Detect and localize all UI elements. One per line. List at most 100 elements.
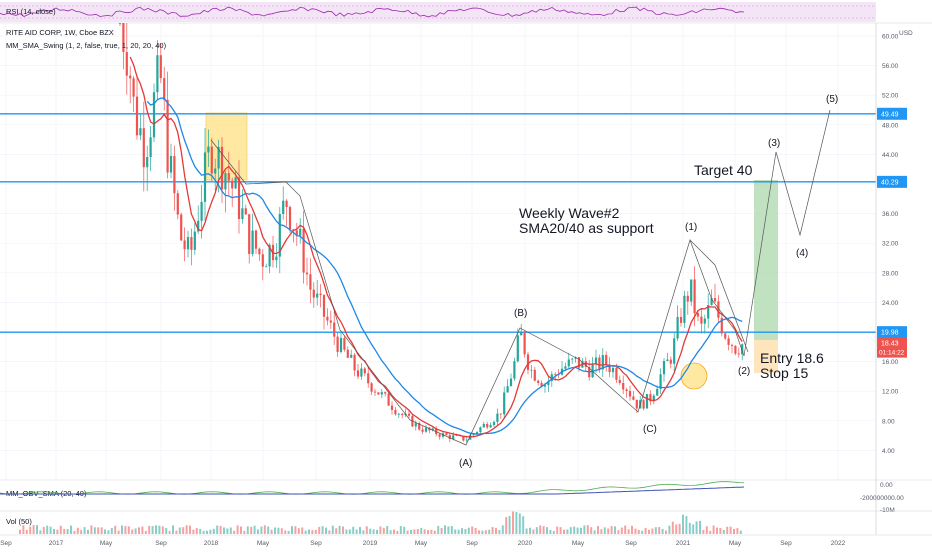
candle-body xyxy=(727,338,730,345)
candle-body xyxy=(302,228,305,273)
volume-bar xyxy=(583,525,586,534)
volume-bar xyxy=(97,527,100,534)
volume-bar xyxy=(518,513,521,534)
candle-body xyxy=(370,383,373,392)
volume-bar xyxy=(403,526,406,534)
volume-bar xyxy=(678,523,681,534)
candle-body xyxy=(734,345,737,354)
candle-body xyxy=(282,200,285,215)
volume-bar xyxy=(345,529,348,534)
candle-body xyxy=(625,389,628,391)
candle-body xyxy=(360,368,363,377)
candle-body xyxy=(683,295,686,323)
candle-body xyxy=(285,200,288,207)
candle-body xyxy=(380,392,383,395)
volume-bar xyxy=(634,528,637,534)
candle-body xyxy=(564,366,567,369)
volume-bar xyxy=(219,525,222,534)
candle-body xyxy=(319,293,322,296)
volume-bar xyxy=(359,527,361,534)
volume-bar xyxy=(393,529,395,534)
volume-bar xyxy=(685,516,688,534)
volume-bar xyxy=(158,525,161,534)
volume-bar xyxy=(107,530,110,534)
candle-body xyxy=(149,137,152,158)
volume-bar xyxy=(695,521,698,534)
candle-body xyxy=(717,301,720,318)
candle-body xyxy=(690,279,693,302)
volume-bar xyxy=(382,527,385,534)
candle-body xyxy=(713,298,717,302)
candle-body xyxy=(241,208,244,220)
candle-body xyxy=(135,96,139,136)
volume-bar xyxy=(641,530,644,534)
candle-body xyxy=(180,214,183,241)
candle-body xyxy=(707,305,710,319)
volume-bar xyxy=(29,526,32,534)
candle-body xyxy=(224,173,227,190)
volume-bar xyxy=(406,530,409,534)
volume-bar xyxy=(39,530,42,534)
candle-body xyxy=(591,364,594,378)
candle-body xyxy=(193,231,196,250)
sma20-line xyxy=(129,56,743,438)
volume-bar xyxy=(25,529,28,534)
candle-body xyxy=(509,378,513,387)
candle-body xyxy=(394,409,397,415)
last-price-tag: 18.43 01:14:22 xyxy=(877,337,907,358)
candle-body xyxy=(237,177,241,220)
volume-bar xyxy=(294,526,297,534)
volume-bar xyxy=(471,526,474,534)
volume-bar xyxy=(682,514,684,534)
candle-body xyxy=(377,392,380,395)
volume-bar xyxy=(362,530,365,534)
obv-tick-0: 0.00 xyxy=(880,482,893,489)
candle-body xyxy=(577,357,581,368)
candle-body xyxy=(139,128,142,136)
volume-bar xyxy=(297,528,300,534)
volume-bar xyxy=(705,526,708,534)
candle-body xyxy=(146,157,149,168)
volume-bar xyxy=(631,525,633,534)
volume-bar xyxy=(739,530,742,534)
volume-bar xyxy=(637,529,640,534)
candle-body xyxy=(737,353,740,355)
volume-bar xyxy=(365,526,368,534)
candle-body xyxy=(659,374,662,389)
volume-bar xyxy=(172,525,174,534)
candle-body xyxy=(421,429,424,432)
volume-bar xyxy=(603,527,606,534)
volume-bar xyxy=(597,526,599,534)
candle-body xyxy=(322,295,326,317)
volume-bar xyxy=(627,529,630,534)
candle-body xyxy=(686,295,689,302)
candle-body xyxy=(265,266,268,268)
volume-bar xyxy=(342,526,344,534)
level-tag xyxy=(877,107,907,120)
wave-lines xyxy=(210,109,831,446)
candle-body xyxy=(190,237,193,250)
volume-bar xyxy=(532,529,535,534)
candle-body xyxy=(520,332,523,336)
x-tick-label: Sep xyxy=(780,540,792,547)
candle-body xyxy=(200,201,203,221)
candle-body xyxy=(220,146,224,190)
candle-body xyxy=(741,344,744,355)
candle-body xyxy=(197,220,200,232)
volume-bar xyxy=(569,527,572,534)
volume-bar xyxy=(202,530,205,534)
volume-bar xyxy=(484,530,487,534)
volume-bar xyxy=(420,527,423,534)
candle-body xyxy=(142,128,145,168)
time-axis[interactable]: Sep 2017 May Sep 2018 May Sep 2019 May Sep 2020 May… xyxy=(0,534,932,547)
volume-bar xyxy=(325,527,327,534)
price-axis[interactable]: USD 4.008.0012.0016.0020.0024.0028.0032.… xyxy=(875,23,913,535)
volume-bar xyxy=(413,529,416,534)
candle-body xyxy=(183,240,186,250)
horizontal-levels xyxy=(0,113,876,333)
x-tick-label: May xyxy=(257,540,270,547)
candle-body xyxy=(482,423,485,428)
volume-bar xyxy=(566,529,569,534)
volume-bar xyxy=(131,529,134,534)
